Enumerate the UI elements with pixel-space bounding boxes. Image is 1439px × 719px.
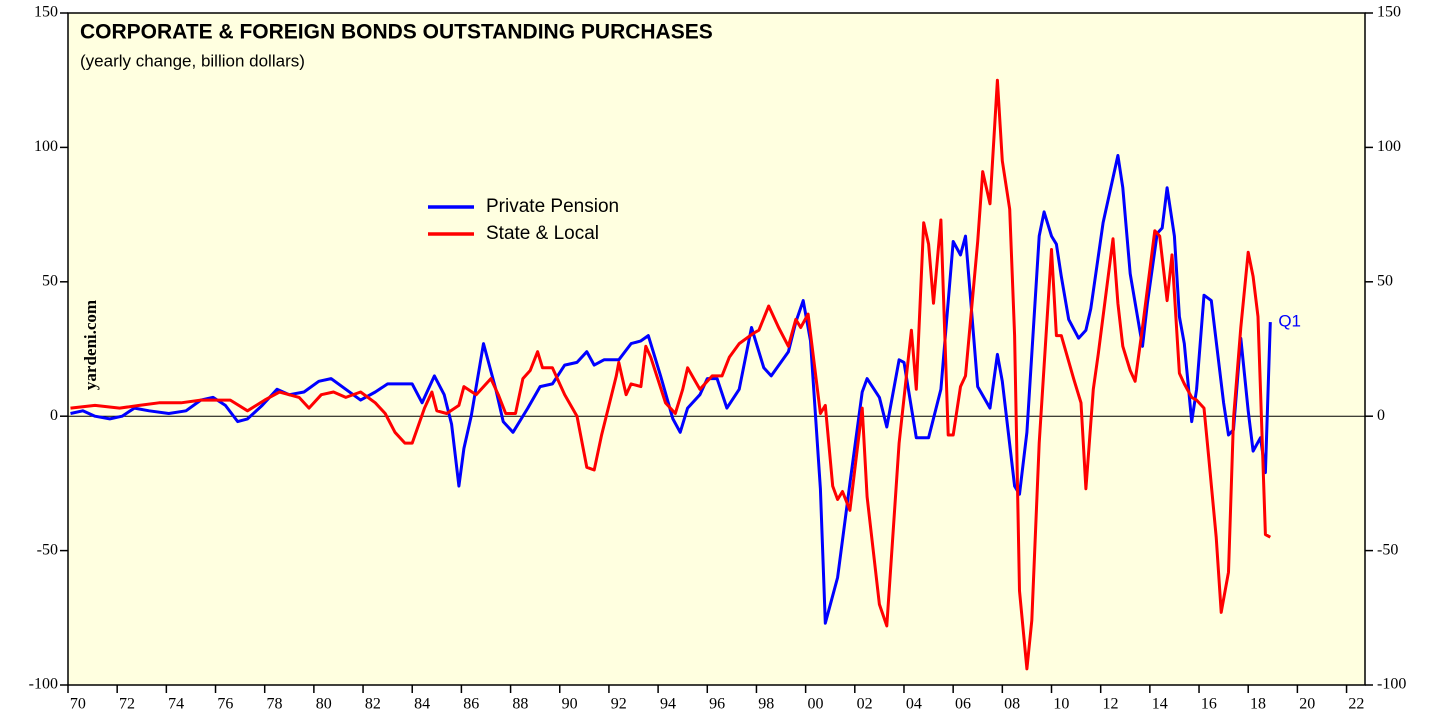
plot-area bbox=[67, 12, 1366, 686]
x-tick-label: 22 bbox=[1348, 696, 1364, 713]
y-tick-label: 150 bbox=[34, 4, 58, 21]
x-tick-label: 78 bbox=[267, 696, 283, 713]
x-tick-label: 72 bbox=[119, 696, 135, 713]
y2-tick-label: -50 bbox=[1377, 541, 1398, 558]
y2-tick-label: 100 bbox=[1377, 138, 1401, 155]
x-tick-label: 82 bbox=[365, 696, 381, 713]
y2-tick-label: -100 bbox=[1377, 676, 1406, 693]
x-tick-label: 14 bbox=[1152, 696, 1168, 713]
x-tick-label: 18 bbox=[1250, 696, 1266, 713]
x-tick-label: 86 bbox=[463, 696, 479, 713]
legend-label: State & Local bbox=[486, 223, 599, 244]
x-tick-label: 84 bbox=[414, 696, 430, 713]
x-tick-label: 04 bbox=[906, 696, 922, 713]
x-tick-label: 90 bbox=[562, 696, 578, 713]
x-tick-label: 08 bbox=[1004, 696, 1020, 713]
chart-title: CORPORATE & FOREIGN BONDS OUTSTANDING PU… bbox=[80, 21, 713, 44]
chart-subtitle: (yearly change, billion dollars) bbox=[80, 51, 305, 70]
series-line bbox=[70, 78, 1272, 671]
x-tick-label: 20 bbox=[1299, 696, 1315, 713]
y2-tick-label: 150 bbox=[1377, 4, 1401, 21]
x-tick-label: 96 bbox=[709, 696, 725, 713]
y-tick-label: -100 bbox=[29, 676, 58, 693]
x-tick-label: 76 bbox=[217, 696, 233, 713]
x-tick-label: 02 bbox=[857, 696, 873, 713]
y-tick-label: -50 bbox=[37, 541, 58, 558]
x-tick-label: 88 bbox=[512, 696, 528, 713]
y-tick-label: 100 bbox=[34, 138, 58, 155]
x-tick-label: 74 bbox=[168, 696, 184, 713]
x-tick-label: 00 bbox=[807, 696, 823, 713]
y2-tick-label: 50 bbox=[1377, 272, 1393, 289]
x-tick-label: 80 bbox=[316, 696, 332, 713]
x-tick-label: 12 bbox=[1103, 696, 1119, 713]
annotation: Q1 bbox=[1278, 312, 1301, 331]
x-tick-label: 92 bbox=[611, 696, 627, 713]
x-tick-label: 94 bbox=[660, 696, 676, 713]
x-tick-label: 16 bbox=[1201, 696, 1217, 713]
y-tick-label: 0 bbox=[50, 407, 58, 424]
y2-tick-label: 0 bbox=[1377, 407, 1385, 424]
x-tick-label: 70 bbox=[70, 696, 86, 713]
x-tick-label: 06 bbox=[955, 696, 971, 713]
x-tick-label: 98 bbox=[758, 696, 774, 713]
legend-label: Private Pension bbox=[486, 196, 619, 217]
x-tick-label: 10 bbox=[1053, 696, 1069, 713]
y-tick-label: 50 bbox=[42, 272, 58, 289]
source: yardeni.com bbox=[81, 300, 100, 390]
